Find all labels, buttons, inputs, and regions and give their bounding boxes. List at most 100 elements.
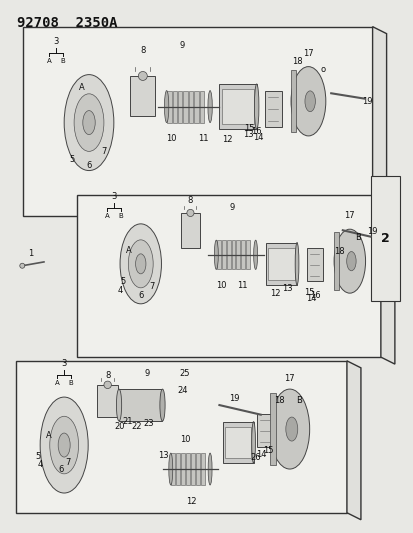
Text: B: B — [60, 58, 65, 64]
Text: 3: 3 — [111, 191, 116, 200]
Text: 6: 6 — [59, 465, 64, 473]
Text: 20: 20 — [114, 422, 125, 431]
Ellipse shape — [346, 252, 355, 271]
Ellipse shape — [208, 453, 211, 485]
Ellipse shape — [207, 91, 212, 123]
Text: 13: 13 — [282, 285, 292, 293]
Bar — [199, 91, 204, 123]
Ellipse shape — [40, 397, 88, 493]
Bar — [195, 453, 199, 485]
Text: 9: 9 — [179, 41, 184, 50]
Text: B: B — [69, 381, 74, 386]
Bar — [171, 453, 175, 485]
Ellipse shape — [333, 229, 365, 293]
Text: 24: 24 — [176, 386, 187, 394]
Ellipse shape — [135, 254, 146, 274]
Ellipse shape — [169, 453, 172, 485]
Text: 8: 8 — [105, 371, 110, 379]
Text: 15: 15 — [303, 288, 314, 296]
Text: 8: 8 — [140, 46, 145, 55]
Text: 11: 11 — [236, 281, 247, 289]
Text: 15: 15 — [244, 125, 254, 133]
Bar — [221, 240, 225, 270]
Text: 10: 10 — [179, 435, 190, 444]
Polygon shape — [380, 195, 394, 364]
Bar — [76, 195, 380, 357]
Bar — [268, 248, 294, 280]
Ellipse shape — [164, 91, 169, 123]
Text: 12: 12 — [222, 135, 233, 144]
Ellipse shape — [64, 75, 114, 171]
Bar — [172, 91, 176, 123]
Text: 6: 6 — [138, 292, 143, 300]
Bar — [246, 240, 249, 270]
Text: 19: 19 — [366, 228, 377, 236]
Text: 22: 22 — [131, 422, 142, 431]
Text: o: o — [320, 65, 325, 74]
Text: 26: 26 — [250, 453, 261, 462]
Polygon shape — [346, 361, 360, 520]
Bar — [222, 422, 253, 463]
Ellipse shape — [214, 240, 218, 270]
Bar — [219, 84, 256, 129]
Text: A: A — [55, 381, 59, 386]
Circle shape — [138, 71, 147, 80]
Text: 1: 1 — [28, 249, 33, 257]
Text: 19: 19 — [228, 394, 239, 403]
Text: 21: 21 — [122, 417, 133, 425]
Bar — [97, 385, 118, 417]
Text: 3: 3 — [62, 359, 66, 368]
Text: 4: 4 — [117, 286, 122, 295]
Text: 9: 9 — [229, 204, 234, 212]
Bar — [216, 240, 220, 270]
Text: A: A — [126, 246, 132, 255]
Text: A: A — [46, 432, 52, 440]
Bar — [333, 232, 338, 290]
Bar — [226, 240, 230, 270]
Text: 16: 16 — [309, 291, 320, 300]
Text: A: A — [79, 84, 85, 92]
Ellipse shape — [74, 94, 104, 151]
Ellipse shape — [285, 417, 297, 441]
Bar — [200, 453, 204, 485]
Ellipse shape — [120, 224, 161, 304]
Ellipse shape — [20, 263, 25, 268]
Bar — [178, 91, 182, 123]
Text: 5: 5 — [121, 277, 126, 286]
Text: 11: 11 — [197, 134, 208, 143]
Bar — [222, 90, 253, 124]
Bar — [180, 213, 200, 247]
Text: A: A — [104, 213, 109, 219]
Ellipse shape — [294, 243, 298, 285]
Bar — [224, 426, 250, 458]
Text: 14: 14 — [256, 450, 266, 458]
Text: 17: 17 — [344, 212, 354, 220]
Text: B: B — [118, 213, 123, 219]
Text: 19: 19 — [361, 97, 372, 106]
Text: B: B — [354, 233, 360, 241]
Text: A: A — [46, 58, 51, 64]
Text: 7: 7 — [101, 148, 106, 156]
Bar — [119, 389, 162, 421]
Text: 18: 18 — [273, 397, 284, 405]
Text: 18: 18 — [333, 247, 344, 256]
Bar — [190, 453, 195, 485]
Circle shape — [104, 381, 111, 389]
Text: 4: 4 — [38, 461, 43, 469]
Ellipse shape — [58, 433, 70, 457]
Ellipse shape — [128, 240, 153, 288]
Text: 12: 12 — [185, 497, 196, 505]
Text: 8: 8 — [188, 196, 192, 205]
Bar — [266, 243, 297, 285]
Bar — [264, 91, 281, 127]
Ellipse shape — [50, 416, 78, 474]
Text: 17: 17 — [284, 374, 294, 383]
Ellipse shape — [116, 389, 121, 421]
Text: 92708  2350A: 92708 2350A — [17, 16, 117, 30]
Ellipse shape — [159, 389, 165, 421]
Text: 6: 6 — [86, 161, 91, 169]
Text: 9: 9 — [144, 369, 149, 377]
Ellipse shape — [253, 240, 257, 270]
Bar — [176, 453, 180, 485]
Text: 13: 13 — [158, 451, 169, 460]
